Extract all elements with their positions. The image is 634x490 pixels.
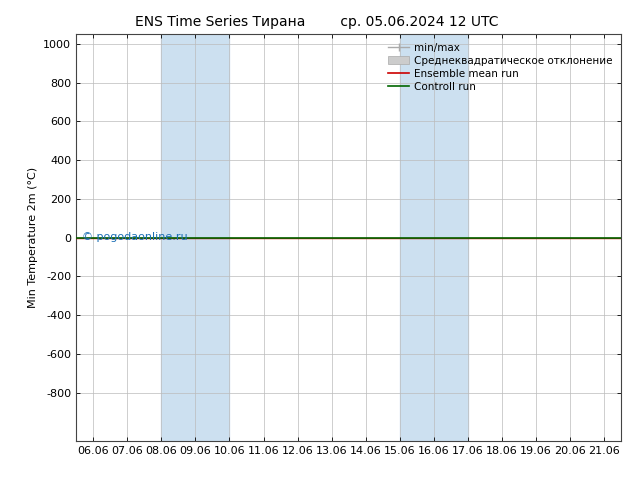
Text: © pogodaonline.ru: © pogodaonline.ru	[82, 232, 187, 242]
Legend: min/max, Среднеквадратическое отклонение, Ensemble mean run, Controll run: min/max, Среднеквадратическое отклонение…	[385, 40, 616, 95]
Text: ENS Time Series Тирана        ср. 05.06.2024 12 UTC: ENS Time Series Тирана ср. 05.06.2024 12…	[135, 15, 499, 29]
Y-axis label: Min Temperature 2m (°C): Min Temperature 2m (°C)	[28, 167, 37, 308]
Bar	[161, 34, 230, 441]
Bar	[400, 34, 468, 441]
